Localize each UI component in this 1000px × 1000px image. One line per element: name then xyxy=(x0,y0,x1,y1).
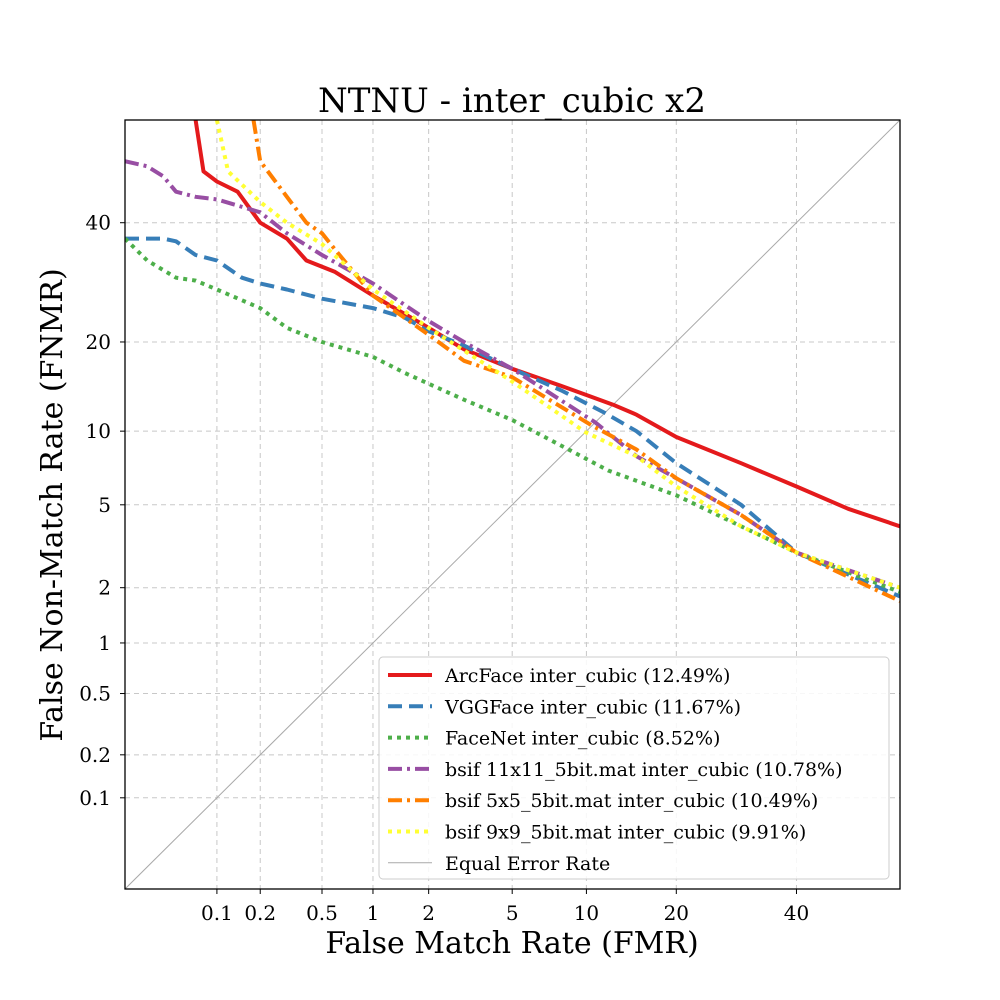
x-tick-label: 5 xyxy=(506,901,519,925)
legend-label: ArcFace inter_cubic (12.49%) xyxy=(444,665,730,687)
legend-label: bsif 5x5_5bit.mat inter_cubic (10.49%) xyxy=(445,790,818,812)
y-tick-label: 40 xyxy=(86,211,111,235)
legend-label: FaceNet inter_cubic (8.52%) xyxy=(445,728,720,750)
y-tick-label: 5 xyxy=(98,493,111,517)
series-line-5 xyxy=(251,120,900,603)
y-tick-label: 0.1 xyxy=(79,786,111,810)
legend-box xyxy=(378,656,890,880)
y-tick-label: 10 xyxy=(86,419,111,443)
equal-error-rate-line xyxy=(125,120,900,889)
legend-label: VGGFace inter_cubic (11.67%) xyxy=(444,696,741,718)
x-axis-ticks: 0.1 0.2 0.5 1 2 5 10 20 40 xyxy=(201,889,809,925)
legend-label: Equal Error Rate xyxy=(445,853,610,875)
x-tick-label: 1 xyxy=(367,901,380,925)
x-tick-label: 40 xyxy=(784,901,809,925)
y-tick-label: 0.2 xyxy=(79,743,111,767)
y-axis-label: False Non-Match Rate (FNMR) xyxy=(35,268,70,741)
series-line-3 xyxy=(125,237,900,594)
series-line-6 xyxy=(214,120,900,590)
series-line-1 xyxy=(193,120,900,529)
legend: ArcFace inter_cubic (12.49%) VGGFace inte… xyxy=(378,656,890,880)
y-tick-label: 0.5 xyxy=(79,682,111,706)
y-tick-label: 2 xyxy=(98,576,111,600)
series-line-4 xyxy=(125,159,900,590)
legend-label: bsif 11x11_5bit.mat inter_cubic (10.78%) xyxy=(445,759,843,781)
x-tick-label: 0.1 xyxy=(201,901,233,925)
y-tick-label: 20 xyxy=(86,330,111,354)
x-tick-label: 0.5 xyxy=(306,901,338,925)
x-tick-label: 10 xyxy=(574,901,599,925)
eer-line-layer xyxy=(125,120,900,889)
series-layer xyxy=(125,120,900,603)
x-tick-label: 20 xyxy=(664,901,689,925)
legend-label: bsif 9x9_5bit.mat inter_cubic (9.91%) xyxy=(445,822,806,844)
chart-title: NTNU - inter_cubic x2 xyxy=(318,81,706,121)
x-axis-label: False Match Rate (FMR) xyxy=(325,926,698,961)
y-tick-label: 1 xyxy=(98,631,111,655)
y-axis-ticks: 0.1 0.2 0.5 1 2 5 10 20 40 xyxy=(79,211,125,810)
x-tick-label: 0.2 xyxy=(244,901,276,925)
x-tick-label: 2 xyxy=(422,901,435,925)
